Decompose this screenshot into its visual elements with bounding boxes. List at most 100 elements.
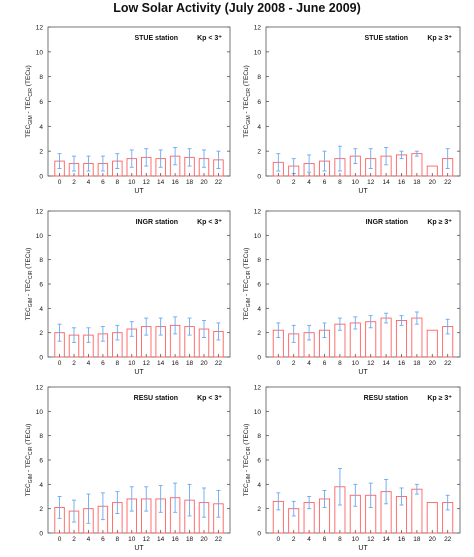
kp-label: Kp < 3⁺ <box>197 219 222 226</box>
y-tick-label: 12 <box>36 25 44 32</box>
x-tick-label: 18 <box>413 360 421 367</box>
x-tick-label: 12 <box>143 179 151 186</box>
x-tick-label: 12 <box>143 536 151 543</box>
y-tick-label: 10 <box>254 49 262 56</box>
y-axis-label-part: - TEC <box>25 96 32 115</box>
x-tick-label: 2 <box>292 536 296 543</box>
y-tick-label: 0 <box>257 531 261 538</box>
y-axis-label-part: (TECu) <box>243 65 250 88</box>
y-axis-label-part: - TEC <box>25 455 32 474</box>
y-tick-label: 2 <box>257 330 261 337</box>
station-label: RESU station <box>134 395 178 402</box>
y-axis-label: TECGIM - TECCIR (TECu) <box>243 248 252 321</box>
axes-frame <box>265 386 461 534</box>
chart-panel-2: 0 2 4 6 8 10 12 0 2 4 6 8 10 12 14 16 18 20 22 UT TECGIM - T… <box>243 25 461 195</box>
x-tick-label: 0 <box>277 536 281 543</box>
x-tick-label: 14 <box>382 536 390 543</box>
y-axis-label-part: CIR <box>28 88 34 97</box>
x-tick-label: 2 <box>292 179 296 186</box>
y-tick-label: 10 <box>36 233 44 240</box>
x-tick-label: 6 <box>323 179 327 186</box>
y-tick-label: 10 <box>254 233 262 240</box>
x-tick-label: 18 <box>186 179 194 186</box>
bar <box>411 488 423 534</box>
x-tick-label: 8 <box>116 536 120 543</box>
y-axis-label-part: GIM <box>246 298 252 307</box>
bar <box>426 329 438 358</box>
station-label: INGR station <box>136 219 178 226</box>
y-axis-label-part: (TECu) <box>25 65 32 88</box>
x-tick-label: 18 <box>186 360 194 367</box>
x-tick-label: 16 <box>398 360 406 367</box>
y-tick-label: 6 <box>39 458 43 465</box>
y-axis-label-part: TEC <box>25 124 32 137</box>
y-axis-label-part: TEC <box>25 483 32 496</box>
y-axis-label-part: GIM <box>28 474 34 483</box>
x-tick-label: 14 <box>157 360 165 367</box>
y-tick-label: 2 <box>39 330 43 337</box>
x-tick-label: 8 <box>338 360 342 367</box>
axes-frame <box>47 26 231 177</box>
y-axis-label: TECGIM - TECCIR (TECu) <box>25 65 34 138</box>
x-tick-label: 22 <box>215 179 223 186</box>
x-tick-label: 4 <box>307 536 311 543</box>
x-tick-label: 6 <box>323 536 327 543</box>
y-tick-label: 12 <box>36 209 44 216</box>
y-axis-label-part: TEC <box>243 307 250 320</box>
y-tick-label: 8 <box>39 74 43 81</box>
x-tick-label: 2 <box>292 360 296 367</box>
x-tick-label: 20 <box>429 179 437 186</box>
y-axis-label-part: (TECu) <box>25 424 32 447</box>
y-tick-label: 2 <box>39 149 43 156</box>
y-axis-label: TECGIM - TECCIR (TECu) <box>25 248 34 321</box>
x-tick-label: 10 <box>128 360 136 367</box>
x-axis-label: UT <box>358 545 368 552</box>
y-tick-label: 8 <box>39 433 43 440</box>
x-tick-label: 4 <box>87 179 91 186</box>
y-axis-label: TECGIM - TECCIR (TECu) <box>243 65 252 138</box>
axes-frame <box>265 210 461 358</box>
y-axis-label: TECGIM - TECCIR (TECu) <box>243 424 252 497</box>
y-axis-label-part: - TEC <box>25 279 32 298</box>
y-tick-label: 8 <box>257 433 261 440</box>
x-tick-label: 22 <box>444 536 452 543</box>
y-axis-label-part: CIR <box>28 270 34 279</box>
y-axis-label-part: - TEC <box>243 96 250 115</box>
chart-panel-3: 0 2 4 6 8 10 12 0 2 4 6 8 10 12 14 16 18 20 22 UT TECGIM - T… <box>25 209 231 376</box>
y-tick-label: 4 <box>39 482 43 489</box>
kp-label: Kp ≥ 3⁺ <box>427 395 452 402</box>
y-tick-label: 4 <box>257 306 261 313</box>
x-tick-label: 10 <box>352 179 360 186</box>
x-tick-label: 4 <box>307 360 311 367</box>
x-tick-label: 6 <box>323 360 327 367</box>
station-label: RESU station <box>364 395 408 402</box>
x-tick-label: 18 <box>413 179 421 186</box>
y-axis-label-part: CIR <box>246 88 252 97</box>
y-axis-label-part: CIR <box>28 446 34 455</box>
y-axis-label-part: GIM <box>246 474 252 483</box>
figure-title: Low Solar Activity (July 2008 - June 200… <box>113 1 361 15</box>
x-tick-label: 2 <box>72 179 76 186</box>
x-tick-label: 20 <box>429 536 437 543</box>
y-tick-label: 6 <box>39 282 43 289</box>
y-tick-label: 12 <box>254 385 262 392</box>
x-tick-label: 22 <box>444 179 452 186</box>
bar <box>380 317 392 358</box>
station-label: STUE station <box>364 35 408 42</box>
y-axis-label-part: (TECu) <box>243 248 250 271</box>
y-axis-label-part: (TECu) <box>25 248 32 271</box>
x-tick-label: 16 <box>171 536 179 543</box>
x-tick-label: 0 <box>277 360 281 367</box>
x-tick-label: 12 <box>367 536 375 543</box>
x-tick-label: 4 <box>87 360 91 367</box>
x-tick-label: 22 <box>215 360 223 367</box>
kp-label: Kp < 3⁺ <box>197 395 222 402</box>
x-tick-label: 0 <box>58 179 62 186</box>
x-tick-label: 20 <box>200 536 208 543</box>
x-tick-label: 10 <box>128 536 136 543</box>
x-axis-label: UT <box>134 188 144 195</box>
x-axis-label: UT <box>134 369 144 376</box>
x-tick-label: 10 <box>352 536 360 543</box>
bar <box>395 320 408 358</box>
